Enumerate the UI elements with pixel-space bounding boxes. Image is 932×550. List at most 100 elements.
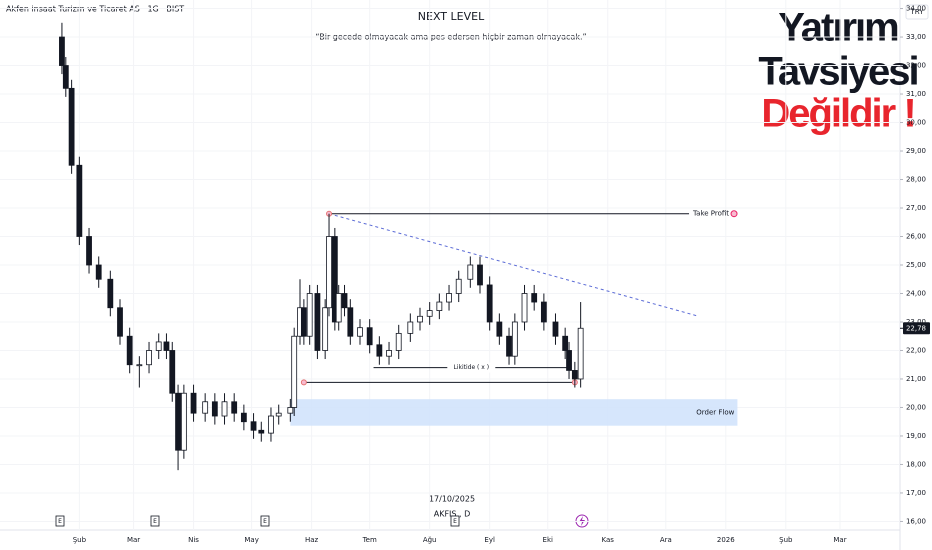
- order-flow-zone: [290, 399, 738, 426]
- candle-body: [258, 429, 265, 434]
- y-tick-label: 22,00: [906, 346, 926, 354]
- y-tick-label: 30,00: [906, 119, 926, 127]
- candle-body: [136, 364, 143, 367]
- candle-body: [202, 401, 209, 414]
- candle-body: [306, 293, 313, 337]
- candle-body: [531, 293, 538, 303]
- x-tick-label: Mar: [127, 536, 140, 544]
- take-profit-icon: [730, 210, 738, 218]
- x-tick-label: May: [244, 536, 258, 544]
- candle-body: [521, 293, 528, 323]
- x-tick-label: Mar: [833, 536, 846, 544]
- x-tick-label: Kas: [602, 536, 615, 544]
- last-price-label: 22,78: [906, 324, 926, 332]
- candle-body: [175, 392, 181, 451]
- y-tick-label: 34,00: [906, 5, 926, 13]
- candle-body: [240, 412, 247, 423]
- liquidity-label-bg: [447, 362, 496, 373]
- candle-body: [571, 370, 578, 380]
- candle-body: [221, 401, 228, 417]
- candle-body: [268, 415, 274, 434]
- candle-body: [169, 350, 176, 394]
- candle-body: [577, 327, 584, 380]
- y-tick-label: 32,00: [906, 62, 926, 70]
- y-tick-label: 31,00: [906, 90, 926, 98]
- watermark: Yatırım: [778, 6, 898, 50]
- candle-body: [155, 341, 162, 351]
- candle-body: [341, 293, 348, 309]
- candle-body: [322, 307, 329, 351]
- y-tick-label: 33,00: [906, 33, 926, 41]
- candle-body: [386, 350, 392, 357]
- cursor-date: 17/10/2025: [429, 495, 475, 504]
- y-tick-label: 26,00: [906, 233, 926, 241]
- candle-body: [250, 421, 257, 431]
- candle-body: [146, 350, 152, 366]
- x-tick-label: Şub: [73, 536, 87, 544]
- candle-body: [76, 164, 83, 237]
- trendline: [328, 213, 699, 317]
- candle-body: [335, 293, 342, 323]
- y-tick-label: 24,00: [906, 289, 926, 297]
- event-label[interactable]: E: [263, 518, 267, 525]
- watermark: Değildir !: [761, 92, 914, 136]
- candle-body: [436, 301, 443, 311]
- y-tick-label: 28,00: [906, 176, 926, 184]
- candle-body: [455, 278, 462, 294]
- candle-body: [395, 332, 402, 351]
- candle-body: [231, 401, 238, 414]
- candle-body: [117, 307, 123, 337]
- y-tick-label: 17,00: [906, 489, 926, 497]
- candle-body: [291, 335, 298, 408]
- x-tick-label: Nis: [188, 536, 199, 544]
- liquidity-label: Likitide ( x ): [453, 364, 489, 371]
- currency[interactable]: TRY: [910, 8, 925, 16]
- event-box[interactable]: [150, 515, 160, 527]
- event-box[interactable]: [55, 515, 65, 527]
- candle-body: [417, 315, 423, 323]
- y-tick-label: 29,00: [906, 147, 926, 155]
- watermark: Tavsiyesi: [758, 50, 917, 94]
- candle-body: [477, 264, 483, 286]
- y-tick-label: 23,00: [906, 318, 926, 326]
- candle-body: [180, 392, 187, 451]
- candle-body: [300, 307, 307, 337]
- candle-body: [331, 236, 338, 323]
- event-label[interactable]: E: [153, 518, 157, 525]
- y-tick-label: 19,00: [906, 432, 926, 440]
- candle-body: [68, 87, 75, 166]
- order-flow-label: Order Flow: [696, 408, 734, 416]
- event-label[interactable]: E: [58, 518, 62, 525]
- last-price-tag: [903, 322, 930, 335]
- y-tick-label: 18,00: [906, 460, 926, 468]
- candle-body: [347, 307, 354, 337]
- candle-body: [366, 327, 373, 346]
- candle-body: [326, 236, 332, 309]
- candle-body: [357, 327, 363, 337]
- symbol: AKFIS , D: [434, 510, 471, 519]
- x-tick-label: Ağu: [423, 536, 437, 544]
- candle-body: [190, 392, 197, 414]
- candle-body: [376, 344, 383, 357]
- candle-body: [446, 293, 452, 303]
- candle-body: [467, 264, 474, 280]
- currency-box[interactable]: [905, 4, 929, 20]
- candle-body: [511, 321, 518, 357]
- x-tick-label: 2026: [717, 536, 735, 544]
- candle-body: [59, 36, 65, 66]
- event-box[interactable]: [450, 515, 460, 527]
- event-label[interactable]: E: [453, 518, 457, 525]
- x-tick-label: Eyl: [484, 536, 495, 544]
- headline: NEXT LEVEL: [418, 10, 485, 23]
- event-box[interactable]: [260, 515, 270, 527]
- candle-body: [163, 341, 170, 351]
- candle-body: [552, 321, 559, 337]
- candle-body: [314, 293, 321, 351]
- anchor-point: [300, 379, 307, 386]
- y-tick-label: 27,00: [906, 204, 926, 212]
- candle-body: [86, 236, 92, 266]
- candle-body: [506, 335, 512, 357]
- candle-body: [562, 335, 569, 351]
- candle-body: [62, 65, 69, 89]
